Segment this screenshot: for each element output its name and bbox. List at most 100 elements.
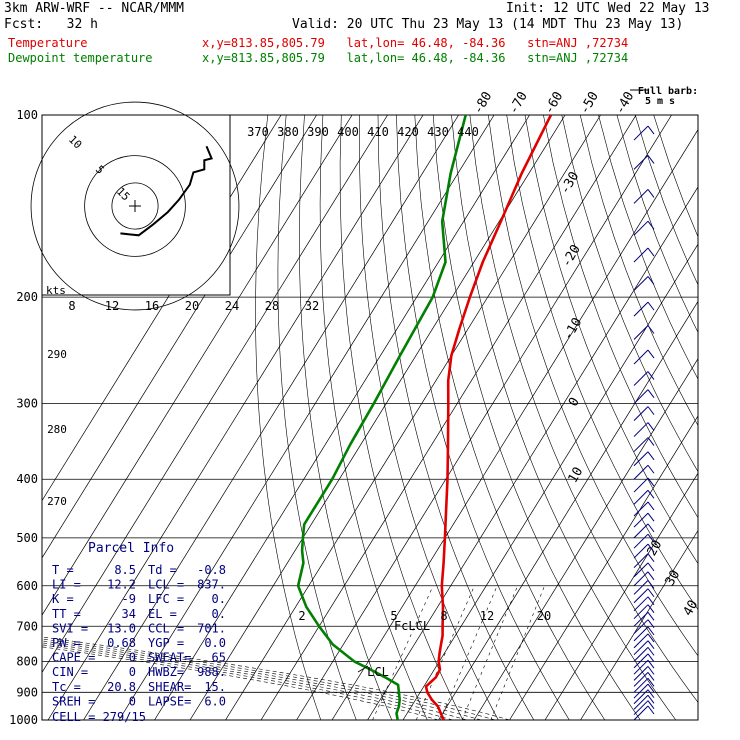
- moist-adiabat: [42, 646, 439, 720]
- wind-barb-staff: [633, 464, 649, 480]
- parcel-row-label: YGP =: [148, 636, 184, 650]
- moist-adiabat: [42, 642, 467, 720]
- temperature-tick-label: 0: [566, 395, 583, 409]
- parcel-row-value: 0.68: [107, 636, 136, 650]
- hodograph-ring: [84, 155, 186, 257]
- mixing-ratio-label: 5: [390, 609, 397, 623]
- wind-barb-staff: [633, 276, 649, 291]
- parcel-row-label: TT =: [52, 607, 81, 621]
- parcel-row-value: 0.: [212, 607, 226, 621]
- wind-barb-flag: [647, 626, 655, 636]
- pressure-tick-label: 500: [16, 531, 38, 545]
- hodograph-ring: [111, 182, 159, 230]
- parcel-row-label: PW =: [52, 636, 81, 650]
- wind-barb-staff: [633, 677, 649, 693]
- wind-barb-flag: [647, 422, 655, 431]
- wind-barb-staff: [633, 325, 649, 340]
- wind-barb-flag: [647, 640, 655, 650]
- parcel-row-label: SREH =: [52, 694, 95, 708]
- isotherm: [367, 186, 698, 720]
- wind-barb-flag: [647, 371, 655, 380]
- wind-barb-staff: [633, 571, 649, 587]
- mixing-ratio-label: 8: [440, 609, 447, 623]
- theta-tick-label: 380: [277, 125, 299, 139]
- isotherm: [402, 243, 698, 720]
- theta-side-label: 280: [47, 423, 67, 436]
- dry-adiabat: [561, 115, 698, 473]
- dry-adiabat: [598, 115, 698, 380]
- parcel-row-label: K =: [52, 592, 74, 606]
- lcl-marker: [357, 665, 369, 673]
- isotherm: [42, 115, 353, 616]
- wind-barb-staff: [633, 543, 649, 559]
- wind-barb-flag: [647, 689, 655, 699]
- parcel-row-label: T =: [52, 563, 74, 577]
- wind-barb-flag: [647, 678, 655, 687]
- isotherm: [225, 115, 601, 720]
- fclcl-label: FcLCL: [394, 619, 430, 633]
- parcel-row-label: EL =: [148, 607, 177, 621]
- wind-barb-flag: [647, 653, 655, 663]
- wind-barb-flag: [647, 501, 655, 511]
- parcel-row-value: 12.2: [107, 578, 136, 592]
- barb-legend-title: Full barb:: [638, 86, 698, 97]
- isotherm: [42, 115, 388, 674]
- dry-adiabat: [359, 115, 499, 720]
- wind-barb-staff: [633, 301, 649, 317]
- hodograph-box: [41, 114, 231, 296]
- wind-barb-staff: [633, 659, 649, 675]
- wind-barb-staff: [633, 647, 649, 662]
- wind-barb-staff: [633, 619, 649, 635]
- parcel-row-value: 0: [129, 694, 136, 708]
- parcel-row-value: 8.5: [114, 563, 136, 577]
- temperature-tick-label: 40: [681, 598, 702, 619]
- wind-barb-staff: [633, 247, 649, 263]
- temperature-tick-label: -40: [613, 89, 638, 117]
- parcel-row-label: CIN =: [52, 665, 88, 679]
- wind-barb-flag: [647, 464, 655, 474]
- wind-barb-staff: [633, 371, 649, 386]
- isotherm: [154, 115, 530, 720]
- moist-adiabat: [42, 638, 496, 720]
- wind-barb-flag: [647, 247, 655, 257]
- wind-barb-flag: [647, 633, 655, 643]
- isotherm: [296, 115, 672, 720]
- temperature-legend-info: x,y=813.85,805.79 lat,lon= 46.48, -84.36…: [202, 36, 629, 50]
- temperature-tick-label: -20: [559, 242, 584, 270]
- mixing-ratio-line: [440, 585, 498, 720]
- parcel-row-label: Td =: [148, 563, 177, 577]
- pressure-tick-label: 100: [16, 108, 38, 122]
- dry-adiabat: [396, 115, 570, 720]
- temperature-tick-label: -60: [542, 89, 567, 117]
- isotherm: [580, 529, 698, 720]
- wind-barb-flag: [647, 571, 655, 581]
- wind-barb-flag: [647, 611, 655, 621]
- wind-barb-staff: [633, 422, 649, 437]
- wind-barb-staff: [633, 125, 649, 141]
- wind-barb-flag: [647, 349, 655, 359]
- wind-barb-flag: [647, 125, 655, 135]
- moist-adiabat: [42, 640, 482, 720]
- wind-barb-flag: [647, 276, 655, 285]
- dry-adiabat: [277, 115, 357, 720]
- wind-barb-staff: [633, 588, 649, 604]
- wind-barb-flag: [647, 451, 655, 461]
- wind-barb-staff: [633, 626, 649, 642]
- parcel-row-value: 0: [129, 651, 136, 665]
- isotherm: [509, 415, 698, 720]
- wind-barb-staff: [633, 653, 649, 669]
- barb-legend-unit: 5 m s: [645, 96, 675, 107]
- lcl-label: LCL: [367, 665, 389, 679]
- wind-barb-staff: [633, 580, 649, 595]
- dry-adiabat: [506, 115, 698, 611]
- wind-barb-flag: [647, 562, 655, 572]
- parcel-info-title: Parcel Info: [88, 541, 174, 556]
- moist-adiabat: [42, 644, 453, 720]
- parcel-row-label: Tc =: [52, 680, 81, 694]
- parcel-row-label: SWEAT=: [148, 651, 191, 665]
- parcel-row-label: LFC =: [148, 592, 184, 606]
- hodograph-speed-tick: 8: [68, 299, 75, 313]
- wind-barb-staff: [633, 633, 649, 649]
- dry-adiabat: [414, 115, 606, 720]
- parcel-row-value: 34: [122, 607, 136, 621]
